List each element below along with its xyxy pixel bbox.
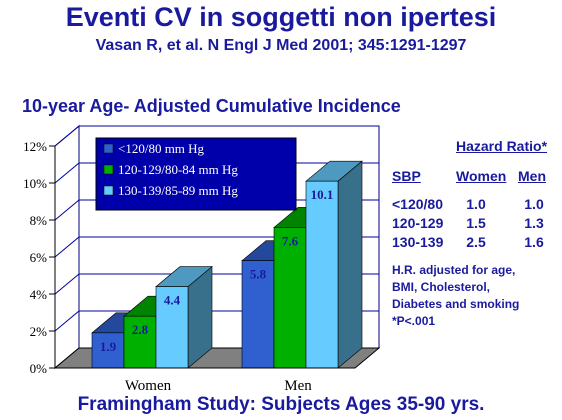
chart-title: 10-year Age- Adjusted Cumulative Inciden…: [22, 96, 401, 116]
hr-row-men: 1.0: [524, 196, 544, 212]
y-tick-label: 10%: [23, 176, 47, 191]
legend-swatch: [103, 164, 114, 175]
bar: [123, 315, 157, 369]
hr-row-women: 1.0: [466, 196, 486, 212]
gridline: [54, 125, 379, 147]
y-tick-label: 0%: [30, 361, 48, 376]
hr-row-women: 1.5: [466, 215, 486, 231]
hr-row-men: 1.6: [524, 234, 544, 250]
legend-label: <120/80 mm Hg: [118, 141, 205, 156]
citation: Vasan R, et al. N Engl J Med 2001; 345:1…: [95, 37, 467, 54]
page-title: Eventi CV in soggetti non ipertesi: [65, 2, 497, 32]
hr-col-sbp: SBP: [392, 168, 421, 184]
hr-row-sbp: <120/80: [392, 196, 443, 212]
y-tick-label: 2%: [30, 324, 48, 339]
x-tick-label: Women: [125, 378, 172, 394]
y-tick-label: 6%: [30, 250, 48, 265]
bar: [305, 180, 339, 369]
legend-swatch: [103, 143, 114, 154]
footer-caption: Framingham Study: Subjects Ages 35-90 yr…: [77, 394, 485, 415]
bar-value-label: 7.6: [282, 233, 299, 248]
hr-col-women: Women: [456, 168, 507, 184]
bar-value-label: 2.8: [132, 322, 149, 337]
bar: [155, 286, 189, 369]
x-tick-label: Men: [284, 378, 312, 394]
bar-value-label: 5.8: [250, 267, 267, 282]
hr-row-women: 2.5: [466, 234, 486, 250]
y-tick-label: 12%: [23, 139, 47, 154]
hr-row-sbp: 130-139: [392, 234, 444, 250]
bar-value-label: 4.4: [164, 293, 181, 308]
legend-label: 120-129/80-84 mm Hg: [118, 162, 238, 177]
bar: [273, 227, 307, 369]
legend-box: [95, 137, 297, 211]
hr-col-men: Men: [518, 168, 546, 184]
hr-row-sbp: 120-129: [392, 215, 444, 231]
bar: [241, 260, 275, 369]
bar-side: [337, 160, 363, 369]
bar-value-label: 1.9: [100, 339, 117, 354]
y-tick-label: 8%: [30, 213, 48, 228]
hr-note-line: Diabetes and smoking: [392, 297, 520, 311]
legend-swatch: [103, 185, 114, 196]
y-tick-label: 4%: [30, 287, 48, 302]
hazard-ratio-title: Hazard Ratio*: [456, 138, 548, 154]
hr-note-line: H.R. adjusted for age,: [392, 263, 516, 277]
hr-note-line: *P<.001: [392, 314, 436, 328]
hr-note-line: BMI, Cholesterol,: [392, 280, 491, 294]
legend-label: 130-139/85-89 mm Hg: [118, 183, 238, 198]
hr-row-men: 1.3: [524, 215, 544, 231]
bar-value-label: 10.1: [311, 187, 334, 202]
chart-legend: <120/80 mm Hg 120-129/80-84 mm Hg 130-139/…: [95, 137, 297, 211]
